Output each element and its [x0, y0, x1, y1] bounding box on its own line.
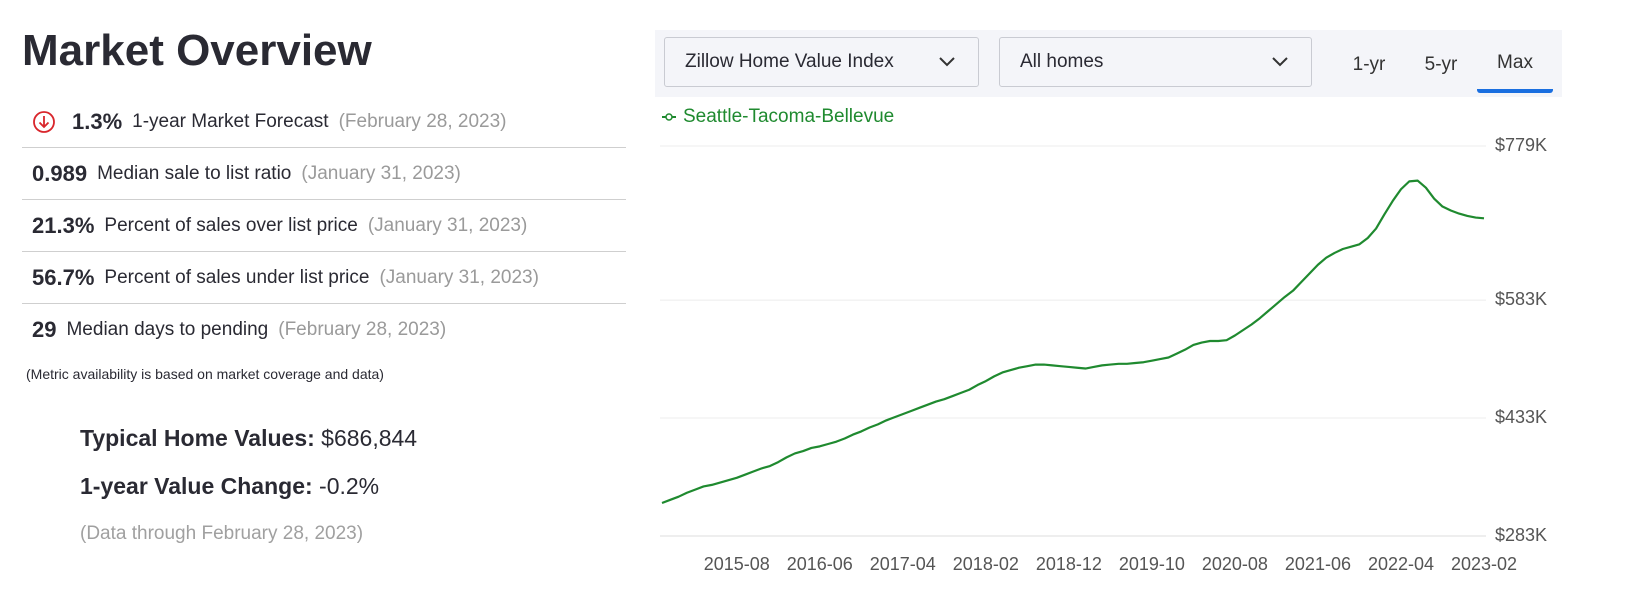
x-tick-label: 2022-04	[1368, 554, 1434, 574]
separator	[22, 199, 626, 200]
separator	[22, 147, 626, 148]
separator	[22, 303, 626, 304]
chevron	[1272, 57, 1288, 67]
label: 1-year Value Change:	[80, 473, 313, 499]
metric-row: 29 Median days to pending (February 28, …	[22, 304, 636, 356]
value-change-line: 1-year Value Change: -0.2%	[80, 473, 379, 500]
range-tab[interactable]: 1-yr	[1352, 54, 1386, 75]
metric-value: 0.989	[32, 161, 88, 186]
x-tick-label: 2015-08	[704, 554, 770, 574]
value: $686,844	[321, 425, 418, 451]
metric-value: 21.3%	[32, 213, 95, 238]
y-tick-label: $433K	[1495, 407, 1547, 427]
range-tab[interactable]: 5-yr	[1424, 54, 1458, 75]
data-through: (Data through February 28, 2023)	[80, 523, 364, 544]
typical-value-line: Typical Home Values: $686,844	[80, 425, 417, 452]
x-tick-label: 2019-10	[1119, 554, 1185, 574]
y-tick-label: $779K	[1495, 135, 1547, 155]
metric-date: (February 28, 2023)	[278, 319, 447, 340]
x-tick-label: 2023-02	[1451, 554, 1517, 574]
x-tick-label: 2021-06	[1285, 554, 1351, 574]
y-tick-label: $283K	[1495, 525, 1547, 545]
metric-value: 56.7%	[32, 265, 95, 290]
metric-label: Percent of sales over list price	[104, 215, 358, 236]
dropdown-text: All homes	[1020, 51, 1104, 72]
metric-label: Percent of sales under list price	[104, 267, 370, 288]
metric-date: (January 31, 2023)	[367, 215, 528, 236]
y-tick-label: $583K	[1495, 289, 1547, 309]
label: Typical Home Values:	[80, 425, 315, 451]
dropdown-text: Zillow Home Value Index	[685, 51, 894, 72]
range-tab[interactable]: Max	[1477, 37, 1553, 93]
separator	[22, 251, 626, 252]
x-tick-label: 2017-04	[870, 554, 936, 574]
metric-label: Median sale to list ratio	[97, 163, 292, 184]
index-dropdown[interactable]: Zillow Home Value Index	[664, 37, 979, 87]
chevron	[939, 57, 955, 67]
page-title: Market Overview	[22, 26, 372, 75]
legend-marker	[665, 113, 673, 121]
metric-label: Median days to pending	[66, 319, 269, 340]
metric-row: 0.989 Median sale to list ratio (January…	[22, 148, 636, 200]
down-icon	[33, 111, 55, 133]
homes-dropdown[interactable]: All homes	[999, 37, 1312, 87]
metric-row: 56.7% Percent of sales under list price …	[22, 252, 636, 304]
metric-row: 21.3% Percent of sales over list price (…	[22, 200, 636, 252]
metric-value: 29	[32, 317, 57, 342]
metric-date: (January 31, 2023)	[301, 163, 461, 184]
note: (Metric availability is based on market …	[26, 366, 384, 382]
x-tick-label: 2018-02	[953, 554, 1019, 574]
legend-label: Seattle-Tacoma-Bellevue	[683, 106, 894, 127]
x-tick-label: 2018-12	[1036, 554, 1102, 574]
chart: Seattle-Tacoma-Bellevue $283K $433K $583K $…	[660, 106, 1547, 574]
metric-value: 1.3%	[72, 109, 123, 134]
metric-date: (January 31, 2023)	[379, 267, 539, 288]
value: -0.2%	[319, 473, 380, 499]
x-tick-label: 2020-08	[1202, 554, 1268, 574]
x-tick-label: 2016-06	[787, 554, 853, 574]
metric-date: (February 28, 2023)	[338, 111, 507, 132]
series-line	[661, 179, 1485, 505]
metric-row: 1.3% 1-year Market Forecast (February 28…	[22, 96, 626, 148]
metric-label: 1-year Market Forecast	[132, 111, 329, 132]
